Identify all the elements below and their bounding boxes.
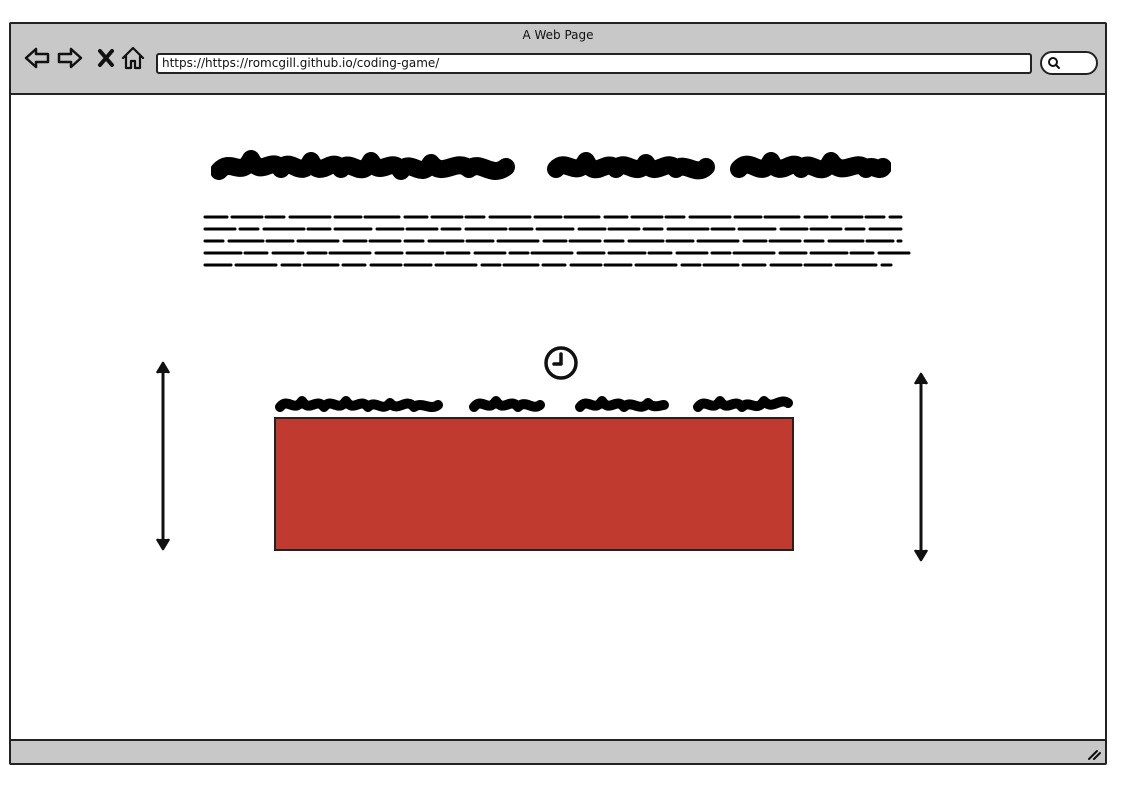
- browser-chrome: A Web Page https://https://romcgill.gith…: [11, 24, 1105, 95]
- resize-grip-icon[interactable]: [1085, 745, 1101, 761]
- resize-vertical-right-icon: [913, 372, 929, 562]
- search-icon: [1048, 57, 1060, 69]
- resize-vertical-left-icon: [155, 361, 171, 551]
- game-title-scribble: [275, 396, 793, 412]
- close-icon[interactable]: [93, 44, 121, 72]
- forward-arrow-icon[interactable]: [56, 44, 84, 72]
- address-bar[interactable]: https://https://romcgill.github.io/codin…: [156, 53, 1032, 74]
- search-button[interactable]: [1040, 51, 1098, 75]
- page-content: [11, 95, 1105, 739]
- status-bar: [11, 739, 1105, 763]
- browser-window: A Web Page https://https://romcgill.gith…: [9, 22, 1107, 765]
- window-title: A Web Page: [522, 28, 594, 42]
- intro-paragraph-scribble: [203, 215, 915, 267]
- page-heading-scribble: [211, 150, 891, 180]
- back-arrow-icon[interactable]: [23, 44, 51, 72]
- home-icon[interactable]: [119, 44, 147, 72]
- clock-icon: [544, 346, 578, 380]
- game-area[interactable]: [274, 417, 794, 551]
